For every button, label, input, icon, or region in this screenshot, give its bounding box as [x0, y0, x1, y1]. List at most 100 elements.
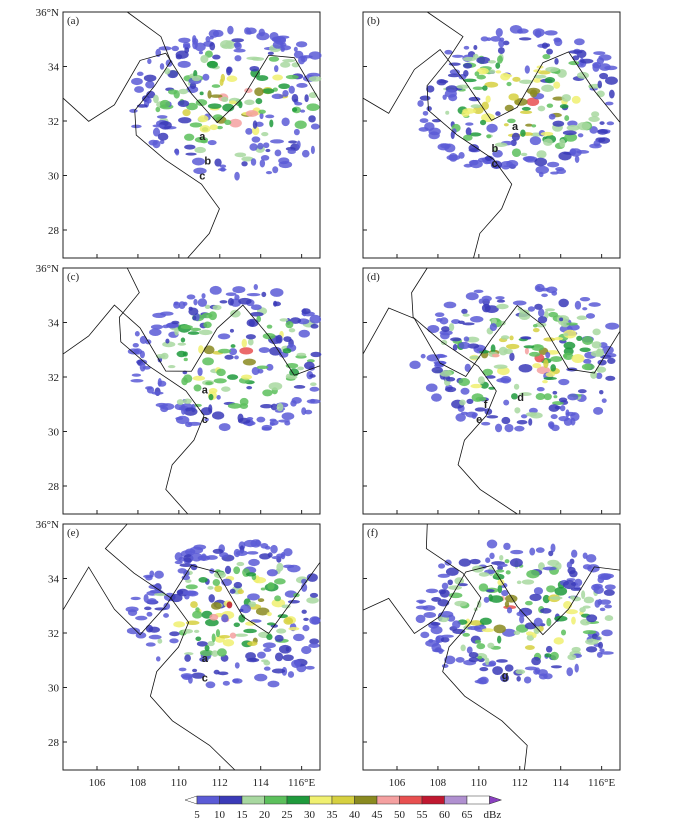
x-tick-label: 114	[253, 777, 270, 789]
radar-echo	[480, 36, 489, 42]
radar-echo	[579, 607, 586, 613]
radar-echo	[245, 621, 256, 626]
radar-echo	[258, 347, 271, 353]
radar-echo	[250, 311, 264, 317]
colorbar-label: 15	[237, 809, 249, 821]
radar-echo	[472, 106, 484, 114]
radar-echo	[221, 386, 231, 392]
radar-echo	[600, 573, 615, 579]
radar-echo	[465, 336, 480, 343]
radar-echo	[434, 363, 444, 368]
radar-echo	[485, 657, 490, 666]
radar-echo	[582, 605, 591, 609]
radar-echo	[192, 375, 206, 381]
radar-echo	[169, 593, 183, 603]
radar-echo	[444, 386, 457, 393]
radar-echo	[451, 319, 461, 325]
radar-echo	[504, 423, 514, 433]
radar-echo	[450, 337, 462, 342]
radar-echo	[204, 645, 210, 652]
radar-echo	[465, 292, 479, 301]
radar-echo	[210, 94, 223, 98]
map-panel: (f) g 106 108 110 112 114 116°E	[362, 523, 621, 789]
radar-echo	[510, 549, 524, 555]
radar-echo	[439, 370, 452, 377]
radar-echo	[301, 609, 307, 614]
radar-echo	[496, 378, 511, 383]
radar-echo	[179, 563, 194, 568]
radar-echo	[419, 95, 431, 101]
radar-echo	[469, 620, 483, 626]
boundary	[425, 523, 528, 771]
radar-echo	[599, 121, 605, 125]
radar-echo	[474, 407, 487, 412]
radar-echo	[521, 106, 531, 111]
radar-echo	[197, 367, 203, 376]
radar-echo	[448, 592, 463, 599]
radar-echo	[555, 562, 562, 570]
y-tick-label: 36°N	[36, 7, 59, 19]
radar-echo	[496, 659, 508, 663]
radar-echo	[566, 124, 580, 131]
radar-echo	[502, 628, 516, 637]
radar-echo	[430, 622, 441, 626]
radar-echo	[218, 423, 231, 432]
radar-echo	[212, 548, 224, 554]
radar-echo	[154, 607, 167, 611]
radar-echo	[596, 651, 603, 658]
radar-echo	[460, 644, 466, 652]
radar-echo	[178, 88, 189, 95]
radar-echo	[441, 326, 450, 332]
x-tick-label: 110	[471, 777, 488, 789]
radar-echo	[282, 58, 296, 63]
radar-echo	[606, 121, 615, 126]
radar-echo	[484, 81, 499, 88]
radar-echo	[287, 149, 296, 155]
radar-echo	[199, 125, 211, 133]
radar-echo	[207, 640, 215, 647]
radar-echo	[246, 292, 261, 297]
radar-echo	[574, 663, 579, 673]
radar-echo	[585, 646, 598, 653]
radar-echo	[218, 635, 231, 639]
radar-echo	[254, 673, 268, 682]
radar-echo	[605, 375, 616, 381]
radar-echo	[311, 616, 321, 625]
radar-echo	[173, 301, 181, 309]
radar-echo	[509, 352, 515, 362]
radar-echo	[451, 128, 457, 135]
radar-echo	[532, 327, 540, 333]
radar-echo	[202, 357, 214, 366]
radar-echo	[268, 56, 280, 62]
radar-echo	[217, 333, 231, 340]
radar-echo	[595, 348, 605, 357]
radar-echo	[520, 152, 528, 157]
radar-echo	[174, 560, 183, 565]
radar-echo	[547, 161, 560, 168]
y-tick-label: 34	[48, 62, 60, 74]
radar-echo	[505, 343, 520, 350]
radar-echo	[255, 98, 263, 105]
y-tick-label: 36°N	[36, 263, 59, 275]
radar-echo	[534, 157, 548, 167]
radar-echo	[260, 403, 273, 409]
radar-echo	[185, 584, 198, 590]
radar-echo	[232, 286, 246, 294]
radar-echo	[529, 412, 543, 419]
radar-echo	[489, 69, 496, 74]
radar-echo	[126, 627, 141, 635]
radar-echo	[504, 600, 510, 608]
radar-echo	[440, 339, 448, 346]
radar-echo	[219, 552, 229, 558]
radar-echo	[306, 103, 320, 111]
radar-echo	[228, 100, 237, 105]
radar-echo	[535, 393, 546, 400]
radar-echo	[227, 25, 234, 35]
radar-echo	[553, 395, 558, 399]
radar-echo	[490, 36, 502, 42]
radar-echo	[193, 298, 198, 306]
radar-echo	[196, 641, 208, 647]
radar-echo	[500, 335, 510, 340]
radar-echo	[541, 42, 549, 49]
